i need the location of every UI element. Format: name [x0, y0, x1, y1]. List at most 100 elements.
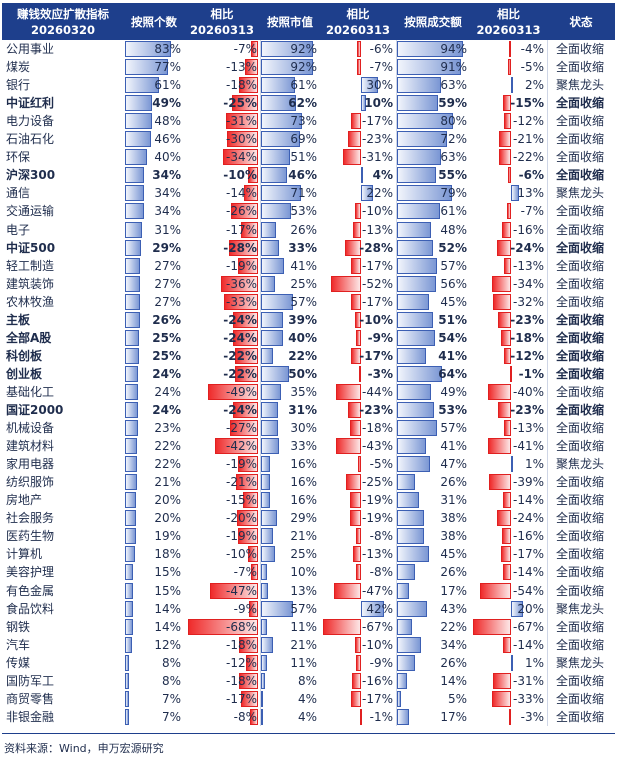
mv_chg-bar: [354, 636, 361, 653]
table-row: 电子 31% -17% 26% -13% 48% -16% 全面收缩: [2, 221, 615, 239]
mv-bar: [261, 600, 293, 617]
header-board-date: 20260320: [30, 22, 95, 37]
mv-value: 11%: [290, 619, 317, 634]
amt_chg-value: -54%: [512, 583, 544, 598]
mv_chg-bar: [354, 203, 361, 220]
amt_chg-bar: [497, 311, 512, 328]
cnt_chg-value: -18%: [225, 673, 257, 688]
header-amount-label: 按照成交额: [404, 14, 462, 29]
cnt_chg-value: -20%: [225, 511, 257, 526]
cnt-value: 20%: [154, 511, 181, 526]
mv_chg-bar: [347, 131, 361, 148]
amt-value: 22%: [440, 619, 467, 634]
mv-bar: [261, 311, 283, 328]
cnt-bar: [125, 275, 141, 292]
amt-value: 61%: [440, 204, 467, 219]
amt-bar: [397, 600, 428, 617]
mv-value: 31%: [288, 403, 317, 417]
cnt_chg-value: -7%: [233, 42, 257, 56]
amt_chg-value: -3%: [520, 709, 544, 724]
amt_chg-bar: [503, 636, 512, 653]
amt_chg-value: -41%: [512, 439, 544, 454]
header-board: 赚钱效应扩散指标 20260320: [2, 3, 124, 40]
cnt_chg-bar: [242, 492, 258, 509]
amt_chg-bar: [488, 383, 512, 400]
mv_chg-bar: [358, 365, 361, 382]
cnt-value: 49%: [152, 96, 181, 111]
mv-bar: [261, 203, 291, 220]
row-status: 全面收缩: [555, 96, 604, 111]
table-row: 医药生物 19% -19% 21% -8% 38% -16% 全面收缩: [2, 527, 615, 545]
mv-value: 8%: [297, 673, 317, 688]
amt_chg-value: -13%: [512, 258, 544, 273]
cnt-value: 31%: [154, 222, 181, 237]
row-name: 计算机: [6, 547, 43, 562]
mv-value: 25%: [290, 547, 317, 562]
cnt_chg-value: -24%: [223, 312, 257, 327]
mv_chg-value: -1%: [369, 709, 393, 724]
mv_chg-bar: [350, 347, 361, 364]
amt_chg-bar: [498, 149, 512, 166]
cnt-bar: [125, 167, 145, 184]
mv_chg-bar: [334, 582, 361, 599]
mv_chg-bar: [350, 690, 361, 707]
cnt_chg-value: -27%: [225, 421, 257, 436]
cnt_chg-value: -30%: [225, 132, 257, 147]
mv_chg-value: -10%: [361, 637, 393, 652]
cnt-bar: [125, 131, 151, 148]
amt_chg-value: -21%: [512, 132, 544, 147]
amt-value: 43%: [440, 601, 467, 616]
cnt-value: 12%: [154, 637, 181, 652]
row-status: 全面收缩: [555, 529, 604, 544]
mv-bar: [261, 618, 268, 635]
row-status: 聚焦龙头: [555, 457, 604, 472]
mv-value: 61%: [290, 78, 317, 93]
amt_chg-bar: [497, 402, 512, 418]
mv-value: 41%: [290, 258, 317, 273]
cnt_chg-bar: [233, 329, 258, 346]
amt_chg-value: -14%: [512, 637, 544, 652]
mv-value: 25%: [290, 276, 317, 291]
row-name: 商贸零售: [6, 691, 55, 706]
mv_chg-value: 4%: [372, 168, 393, 183]
cnt_chg-bar: [214, 438, 258, 455]
amt_chg-bar: [511, 185, 519, 202]
row-name: 食品饮料: [6, 601, 55, 616]
cnt_chg-bar: [188, 618, 258, 635]
table-row: 食品饮料 14% -9% 57% 42% 43% 20% 聚焦龙头: [2, 600, 615, 618]
cnt_chg-value: -9%: [233, 601, 257, 616]
cnt_chg-bar: [233, 311, 258, 328]
mv_chg-value: -19%: [361, 493, 393, 508]
amt-bar: [397, 474, 416, 491]
cnt_chg-bar: [226, 113, 258, 130]
mv-value: 30%: [290, 421, 317, 436]
amt-value: 57%: [440, 421, 467, 436]
mv_chg-bar: [344, 239, 361, 256]
cnt-bar: [125, 293, 141, 310]
row-status: 全面收缩: [555, 439, 604, 454]
table-row: 纺织服饰 21% -21% 16% -25% 26% -39% 全面收缩: [2, 473, 615, 491]
amt-value: 63%: [440, 150, 467, 165]
table-row: 计算机 18% -10% 25% -13% 45% -17% 全面收缩: [2, 545, 615, 563]
mv-bar: [261, 438, 280, 455]
mv-value: 40%: [288, 330, 317, 345]
cnt-bar: [125, 528, 136, 545]
mv_chg-value: -13%: [361, 547, 393, 562]
cnt-value: 46%: [154, 132, 181, 147]
mv_chg-bar: [347, 402, 361, 418]
row-name: 主板: [6, 312, 31, 327]
cnt-bar: [125, 564, 134, 581]
row-status: 全面收缩: [555, 258, 604, 273]
row-name: 中证500: [6, 240, 56, 255]
mv_chg-value: -17%: [361, 258, 393, 273]
amt_chg-bar: [487, 438, 512, 455]
table-row: 建筑材料 22% -42% 33% -43% 41% -41% 全面收缩: [2, 437, 615, 455]
table-row: 交通运输 34% -26% 53% -10% 61% -7% 全面收缩: [2, 202, 615, 220]
mv-bar: [261, 456, 270, 473]
mv-value: 33%: [290, 439, 317, 454]
cnt_chg-value: -18%: [225, 78, 257, 93]
source-note: 资料来源：Wind，申万宏源研究: [4, 742, 164, 755]
mv_chg-value: -8%: [369, 529, 393, 544]
header-status-label: 状态: [569, 14, 593, 29]
row-name: 基础化工: [6, 384, 55, 399]
